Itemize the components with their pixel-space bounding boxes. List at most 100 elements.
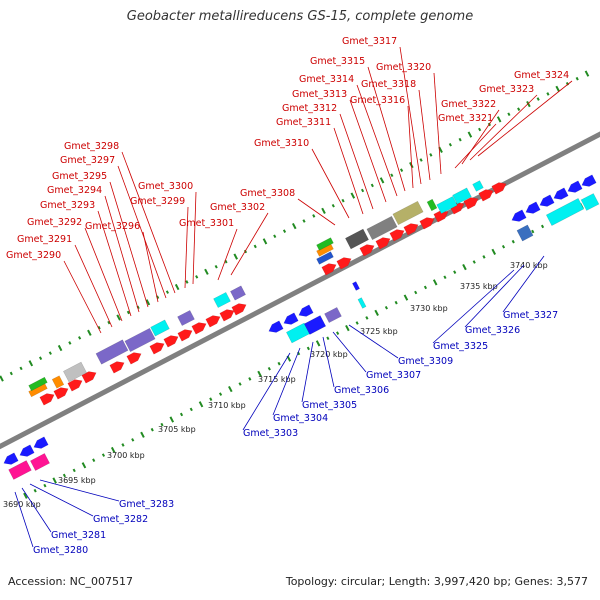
gene-shape [3, 452, 19, 465]
gene-label-text: Gmet_3312 [282, 103, 337, 114]
gene-label-text: Gmet_3315 [310, 56, 365, 67]
gene-arrow [403, 223, 419, 236]
leader-line [469, 94, 538, 161]
gene-label-text: Gmet_3308 [240, 188, 295, 199]
tick-mark [68, 341, 72, 345]
tick-mark [121, 443, 125, 447]
gene-label-text: Gmet_3292 [27, 217, 82, 228]
gene-label-text: Gmet_3295 [52, 171, 107, 182]
gene-shape [545, 198, 585, 226]
gene-shape [177, 329, 193, 342]
gene-block [392, 200, 424, 226]
tick-mark [238, 382, 242, 386]
gene-arrow [163, 335, 179, 348]
gene-shape [149, 342, 165, 355]
scale-label: 3740 kbp [510, 261, 548, 270]
gene-arrow [567, 180, 583, 193]
tick-mark [43, 483, 47, 488]
tick-mark [52, 477, 57, 484]
scale-label: 3725 kbp [360, 327, 398, 336]
gene-label-text: Gmet_3310 [254, 138, 309, 149]
tick-mark [507, 112, 511, 117]
gene-shape [433, 210, 449, 223]
gene-shape [51, 375, 65, 389]
gene-arrow [109, 361, 125, 374]
gene-shape [553, 187, 569, 200]
leader-line [477, 80, 573, 157]
forward-gene-label-gmet-3322: Gmet_3322 [441, 99, 500, 165]
gene-label-text: Gmet_3307 [366, 370, 421, 381]
tick-mark [248, 377, 252, 381]
gene-shape [230, 285, 246, 301]
tick-mark [423, 285, 428, 290]
gene-shape [30, 453, 50, 471]
gene-block [28, 376, 48, 392]
gene-block [316, 237, 334, 251]
tick-mark [282, 229, 287, 233]
gene-shape [316, 251, 334, 265]
gene-arrow [177, 329, 193, 342]
gene-shape [213, 291, 231, 309]
gene-shape [19, 444, 35, 457]
gene-shape [205, 315, 221, 328]
tick-mark [432, 279, 438, 286]
gene-arrow [3, 452, 19, 465]
gene-block [150, 319, 170, 337]
forward-gene-label-gmet-3323: Gmet_3323 [469, 84, 538, 161]
gene-arrow [581, 174, 597, 187]
gene-arrow [219, 309, 235, 322]
tick-mark [62, 473, 67, 478]
leader-line [104, 195, 140, 313]
leader-line [63, 260, 102, 334]
scale-label: 3715 kbp [258, 375, 296, 384]
reverse-gene-label-gmet-3283: Gmet_3283 [39, 479, 174, 510]
tick-mark [448, 142, 452, 147]
gene-block [230, 285, 246, 301]
gene-arrow [511, 209, 527, 222]
gene-shape [491, 182, 507, 195]
tick-mark [355, 321, 359, 325]
gene-block [63, 361, 87, 383]
gene-shape [219, 309, 235, 322]
tick-mark [403, 294, 409, 301]
tick-mark [87, 329, 92, 336]
tick-mark [467, 131, 473, 138]
tick-mark [345, 324, 350, 332]
tick-mark [140, 431, 145, 438]
leader-line [74, 244, 113, 328]
gene-shape [81, 371, 97, 384]
tick-mark [546, 92, 550, 96]
gene-label-text: Gmet_3326 [465, 325, 520, 336]
tick-mark [57, 344, 63, 352]
gene-block [345, 228, 369, 250]
leader-line [418, 89, 431, 181]
forward-gene-label-gmet-3316: Gmet_3316 [350, 95, 414, 189]
gene-arrow [81, 371, 97, 384]
tick-mark [379, 177, 385, 184]
forward-gene-label-gmet-3324: Gmet_3324 [477, 70, 573, 157]
tick-mark [189, 407, 193, 412]
gene-arrow [231, 303, 247, 316]
gene-shape [67, 379, 83, 392]
gene-block [545, 198, 585, 226]
gene-arrow [283, 312, 299, 325]
gene-shape [359, 244, 375, 257]
tick-mark [370, 183, 374, 188]
tick-mark [131, 438, 135, 442]
tick-mark [165, 290, 169, 294]
gene-label-text: Gmet_3297 [60, 155, 115, 166]
gene-shape [567, 180, 583, 193]
gene-arrow [389, 229, 405, 242]
forward-gene-label-gmet-3302: Gmet_3302 [210, 202, 269, 276]
gene-arrow [67, 379, 83, 392]
tick-mark [101, 453, 106, 457]
tick-mark [400, 168, 404, 172]
leader-line [356, 84, 398, 197]
tick-mark [501, 244, 506, 249]
tick-mark [23, 492, 28, 499]
gene-block [352, 281, 360, 291]
tick-mark [195, 275, 199, 279]
scale-label: 3735 kbp [460, 282, 498, 291]
gene-label-text: Gmet_3305 [302, 400, 357, 411]
tick-mark [443, 275, 447, 280]
